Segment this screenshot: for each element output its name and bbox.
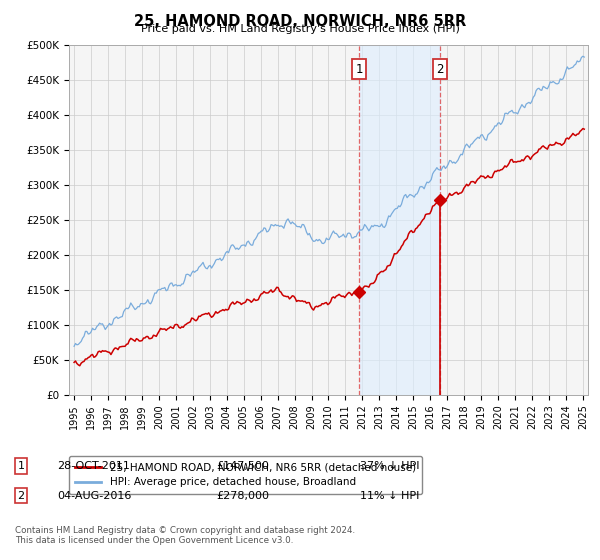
Text: 25, HAMOND ROAD, NORWICH, NR6 5RR: 25, HAMOND ROAD, NORWICH, NR6 5RR (134, 14, 466, 29)
Text: 1: 1 (356, 63, 363, 76)
Text: 1: 1 (17, 461, 25, 471)
Legend: 25, HAMOND ROAD, NORWICH, NR6 5RR (detached house), HPI: Average price, detached: 25, HAMOND ROAD, NORWICH, NR6 5RR (detac… (69, 456, 422, 494)
Text: Contains HM Land Registry data © Crown copyright and database right 2024.: Contains HM Land Registry data © Crown c… (15, 526, 355, 535)
Text: 04-AUG-2016: 04-AUG-2016 (57, 491, 131, 501)
Text: Price paid vs. HM Land Registry's House Price Index (HPI): Price paid vs. HM Land Registry's House … (140, 24, 460, 34)
Text: This data is licensed under the Open Government Licence v3.0.: This data is licensed under the Open Gov… (15, 536, 293, 545)
Text: 2: 2 (437, 63, 444, 76)
Text: £147,500: £147,500 (216, 461, 269, 471)
Text: 37% ↓ HPI: 37% ↓ HPI (360, 461, 419, 471)
Text: 11% ↓ HPI: 11% ↓ HPI (360, 491, 419, 501)
Text: 28-OCT-2011: 28-OCT-2011 (57, 461, 130, 471)
Text: £278,000: £278,000 (216, 491, 269, 501)
Text: 2: 2 (17, 491, 25, 501)
